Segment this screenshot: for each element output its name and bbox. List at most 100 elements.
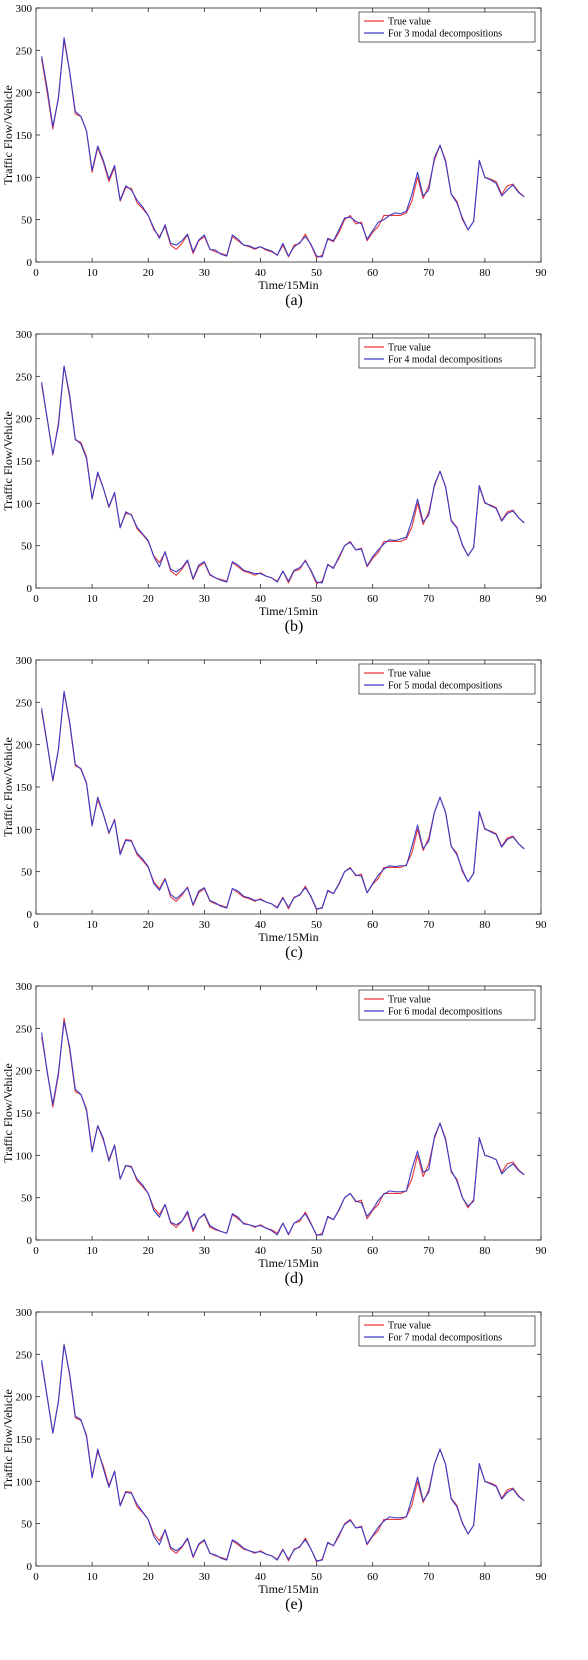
chart-panel: 0 10 20 30 40 50 60 70 80 90 0 50 100 150 200 250 300 Tim… — [0, 0, 588, 326]
legend-box — [358, 1315, 536, 1347]
y-tick-label: 150 — [16, 1434, 33, 1446]
y-tick-label: 0 — [27, 1235, 33, 1247]
axes-frame — [35, 659, 542, 915]
legend-label: For 6 modal decompositions — [388, 1007, 502, 1018]
y-tick-label: 100 — [16, 1150, 33, 1162]
legend-label: True value — [388, 669, 431, 680]
panel-caption: (e) — [285, 1596, 303, 1613]
legend-label: True value — [388, 343, 431, 354]
legend-label: For 3 modal decompositions — [388, 29, 502, 40]
x-tick-label: 20 — [143, 1571, 155, 1583]
x-tick-label: 20 — [143, 593, 155, 605]
x-tick-label: 10 — [87, 593, 99, 605]
y-axis-label: Traffic Flow/Vehicle — [1, 737, 15, 837]
x-tick-label: 70 — [423, 267, 435, 279]
line-chart: 0 10 20 30 40 50 60 70 80 90 0 50 100 150 200 250 300 Tim… — [1, 1307, 547, 1596]
x-tick-label: 90 — [536, 1245, 548, 1257]
x-axis-label: Time/15Min — [258, 930, 318, 944]
panel-caption: (d) — [284, 1270, 304, 1287]
y-tick-label: 200 — [16, 88, 33, 100]
chart-panel: 0 10 20 30 40 50 60 70 80 90 0 50 100 150 200 250 300 Tim… — [0, 978, 588, 1304]
x-tick-label: 40 — [255, 267, 267, 279]
series-line-prediction — [41, 365, 525, 584]
legend-label: For 7 modal decompositions — [388, 1333, 502, 1344]
series-line-prediction — [41, 1344, 525, 1562]
x-tick-label: 30 — [199, 1571, 211, 1583]
panel-caption: (c) — [285, 944, 303, 961]
x-tick-label: 90 — [536, 919, 548, 931]
x-tick-label: 80 — [479, 593, 491, 605]
y-tick-label: 100 — [16, 498, 33, 510]
x-tick-label: 70 — [423, 1571, 435, 1583]
y-tick-label: 0 — [27, 1561, 33, 1573]
y-tick-label: 100 — [16, 1476, 33, 1488]
axes-frame — [35, 1311, 542, 1567]
legend-box — [358, 663, 536, 695]
y-tick-label: 50 — [21, 541, 33, 553]
x-tick-label: 60 — [367, 1245, 379, 1257]
x-axis-label: Time/15Min — [258, 1582, 318, 1596]
x-tick-label: 70 — [423, 919, 435, 931]
x-tick-label: 0 — [33, 1245, 39, 1257]
legend-label: True value — [388, 17, 431, 28]
line-chart: 0 10 20 30 40 50 60 70 80 90 0 50 100 150 200 250 300 Tim… — [1, 655, 548, 944]
chart-panel: 0 10 20 30 40 50 60 70 80 90 0 50 100 150 200 250 300 Tim… — [0, 1304, 588, 1630]
y-tick-label: 300 — [16, 981, 33, 993]
x-tick-label: 40 — [255, 1245, 267, 1257]
y-tick-label: 50 — [21, 215, 33, 227]
axes-frame — [35, 333, 542, 589]
y-axis-label: Traffic Flow/Vehicle — [1, 85, 15, 185]
y-tick-label: 300 — [16, 1307, 33, 1319]
y-tick-label: 200 — [16, 740, 33, 752]
x-tick-label: 60 — [367, 919, 379, 931]
x-tick-label: 50 — [311, 593, 323, 605]
y-tick-label: 250 — [16, 1349, 33, 1361]
legend-label: For 4 modal decompositions — [388, 355, 502, 366]
line-chart: 0 10 20 30 40 50 60 70 80 90 0 50 100 150 200 250 300 Tim… — [1, 3, 548, 292]
y-tick-label: 300 — [16, 3, 33, 15]
panel-caption: (a) — [285, 292, 303, 309]
y-tick-label: 150 — [16, 1108, 33, 1120]
legend-label: True value — [388, 1321, 431, 1332]
series-line-prediction — [41, 37, 525, 258]
x-tick-label: 0 — [33, 919, 39, 931]
legend-box — [358, 989, 536, 1021]
y-tick-label: 50 — [21, 1193, 33, 1205]
y-axis-label: Traffic Flow/Vehicle — [1, 1389, 15, 1489]
x-tick-label: 90 — [536, 267, 548, 279]
axes-frame — [35, 7, 542, 263]
series-line-prediction — [41, 1021, 525, 1236]
x-tick-label: 50 — [311, 1571, 323, 1583]
y-axis-label: Traffic Flow/Vehicle — [1, 1063, 15, 1163]
x-axis-label: Time/15min — [259, 604, 318, 618]
axes-frame — [35, 985, 542, 1241]
legend-box — [358, 337, 536, 369]
x-tick-label: 50 — [311, 919, 323, 931]
y-tick-label: 200 — [16, 1066, 33, 1078]
chart-panel: 0 10 20 30 40 50 60 70 80 90 0 50 100 150 200 250 300 Tim… — [0, 326, 588, 652]
x-tick-label: 60 — [367, 593, 379, 605]
x-tick-label: 0 — [33, 267, 39, 279]
panel-caption: (b) — [284, 618, 304, 635]
legend-box — [358, 11, 536, 43]
y-tick-label: 0 — [27, 257, 33, 269]
x-tick-label: 80 — [479, 1245, 491, 1257]
y-tick-label: 150 — [16, 782, 33, 794]
x-tick-label: 30 — [199, 919, 211, 931]
x-tick-label: 0 — [33, 1571, 39, 1583]
x-tick-label: 70 — [423, 1245, 435, 1257]
y-tick-label: 100 — [16, 824, 33, 836]
x-tick-label: 10 — [87, 919, 99, 931]
x-tick-label: 40 — [255, 919, 267, 931]
x-tick-label: 20 — [143, 1245, 155, 1257]
y-tick-label: 200 — [16, 414, 33, 426]
y-tick-label: 50 — [21, 867, 33, 879]
y-tick-label: 150 — [16, 456, 33, 468]
x-tick-label: 70 — [423, 593, 435, 605]
legend-label: True value — [388, 995, 431, 1006]
